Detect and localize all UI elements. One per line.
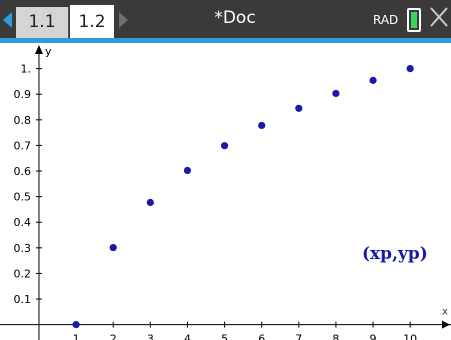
data-point[interactable] xyxy=(72,321,80,329)
y-tick-label: 0.2 xyxy=(13,267,31,280)
y-tick-label: 0.8 xyxy=(13,114,31,127)
data-point[interactable] xyxy=(369,76,377,84)
document-title: *Doc xyxy=(214,8,256,28)
y-tick-label: 0.7 xyxy=(13,139,31,152)
x-tick-label: 5 xyxy=(221,333,228,340)
data-point[interactable] xyxy=(220,142,229,150)
y-axis-label: y xyxy=(45,45,52,58)
data-point[interactable] xyxy=(406,65,414,73)
x-tick-label: 1 xyxy=(73,333,80,340)
y-tick-label: 0.3 xyxy=(13,242,31,255)
data-point[interactable] xyxy=(258,121,266,130)
x-axis-arrow xyxy=(442,320,450,329)
x-tick-label: 8 xyxy=(332,333,339,340)
x-tick-label: 4 xyxy=(184,333,191,340)
triangle-right-icon[interactable] xyxy=(119,12,128,28)
battery-level xyxy=(411,12,417,28)
data-point[interactable] xyxy=(183,166,192,175)
y-tick-label: 0.1 xyxy=(13,293,31,306)
graph-area[interactable]: x y 1 2 3 4 5 6 7 8 9 10 0.1 0.2 0.3 0.4 0.5 0.6 0.7 0.8 0.9… xyxy=(0,43,451,340)
data-point[interactable] xyxy=(109,243,117,252)
tab-1-2[interactable]: 1.2 xyxy=(70,5,114,43)
x-tick-label: 9 xyxy=(370,333,377,340)
angle-mode-indicator: RAD xyxy=(373,13,399,27)
x-tick-label: 10 xyxy=(403,333,417,340)
y-tick-label: 0.5 xyxy=(13,191,31,204)
battery-icon xyxy=(407,8,421,32)
y-axis-arrow xyxy=(34,45,43,54)
x-tick-label: 2 xyxy=(110,333,117,340)
y-tick-label: 0.4 xyxy=(13,216,31,229)
triangle-left-icon[interactable] xyxy=(3,12,12,28)
function-label[interactable]: (xp,yp) xyxy=(362,244,428,264)
close-icon[interactable] xyxy=(428,4,450,30)
x-tick-label: 7 xyxy=(295,333,302,340)
data-point[interactable] xyxy=(332,89,340,98)
x-tick-label: 3 xyxy=(147,333,154,340)
data-point[interactable] xyxy=(295,104,303,112)
x-tick-label: 6 xyxy=(258,333,265,340)
y-tick-label: 1. xyxy=(20,63,31,76)
data-point[interactable] xyxy=(146,198,154,207)
y-tick-label: 0.6 xyxy=(13,165,31,178)
active-tab-underline xyxy=(0,38,451,43)
top-bar: 1.1 1.2 *Doc RAD xyxy=(0,0,451,43)
tab-1-1[interactable]: 1.1 xyxy=(16,7,69,38)
x-axis-label: x xyxy=(442,307,448,318)
y-tick-label: 0.9 xyxy=(13,88,31,101)
